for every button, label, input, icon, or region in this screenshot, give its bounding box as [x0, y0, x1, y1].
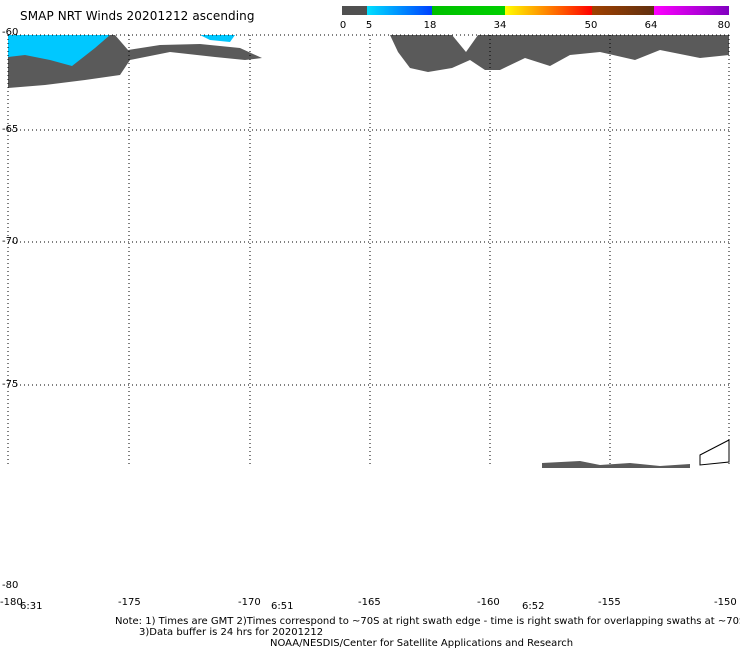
longitude-label: -160 — [477, 597, 500, 608]
wind-speed-colorbar — [342, 6, 729, 15]
colorbar-label: 0 — [339, 20, 347, 31]
swath-time-label: 6:52 — [522, 601, 545, 612]
longitude-label: -150 — [714, 597, 737, 608]
colorbar-segment — [367, 6, 432, 15]
colorbar-segment — [592, 6, 654, 15]
colorbar-label: 34 — [493, 20, 507, 31]
swath-region-high — [8, 35, 110, 66]
colorbar-label: 80 — [717, 20, 731, 31]
colorbar-segment — [432, 6, 505, 15]
swath-region — [542, 461, 690, 468]
note-line: 3)Data buffer is 24 hrs for 20201212 — [139, 627, 324, 638]
colorbar-label: 64 — [644, 20, 658, 31]
colorbar-label: 5 — [365, 20, 373, 31]
longitude-label: -155 — [598, 597, 621, 608]
map-title: SMAP NRT Winds 20201212 ascending — [20, 9, 255, 23]
longitude-label: -180 — [0, 597, 23, 608]
note-line: Note: 1) Times are GMT 2)Times correspon… — [115, 616, 740, 627]
swath-time-label: 6:51 — [271, 601, 294, 612]
coastline — [699, 439, 730, 466]
colorbar-segment — [505, 6, 592, 15]
colorbar-segment — [342, 6, 367, 15]
latitude-label: -75 — [2, 379, 19, 390]
swath-region — [390, 35, 729, 72]
swath-time-label: 6:31 — [20, 601, 43, 612]
grid-lines — [7, 34, 730, 465]
latitude-label: -70 — [2, 236, 19, 247]
colorbar-segment — [654, 6, 729, 15]
longitude-label: -170 — [238, 597, 261, 608]
longitude-label: -165 — [358, 597, 381, 608]
longitude-label: -175 — [118, 597, 141, 608]
latitude-label: -65 — [2, 124, 19, 135]
latitude-label: -80 — [2, 580, 19, 591]
latitude-label: -60 — [2, 27, 19, 38]
swath-region-high — [200, 35, 235, 42]
colorbar-label: 18 — [423, 20, 437, 31]
colorbar-label: 50 — [584, 20, 598, 31]
note-line: NOAA/NESDIS/Center for Satellite Applica… — [270, 638, 574, 649]
